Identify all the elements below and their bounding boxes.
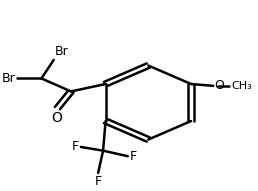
Text: CH₃: CH₃ — [232, 81, 253, 91]
Text: F: F — [72, 140, 79, 153]
Text: F: F — [130, 150, 137, 163]
Text: Br: Br — [2, 72, 15, 85]
Text: Br: Br — [55, 45, 69, 57]
Text: O: O — [51, 111, 62, 125]
Text: O: O — [214, 79, 224, 92]
Text: F: F — [95, 175, 102, 188]
